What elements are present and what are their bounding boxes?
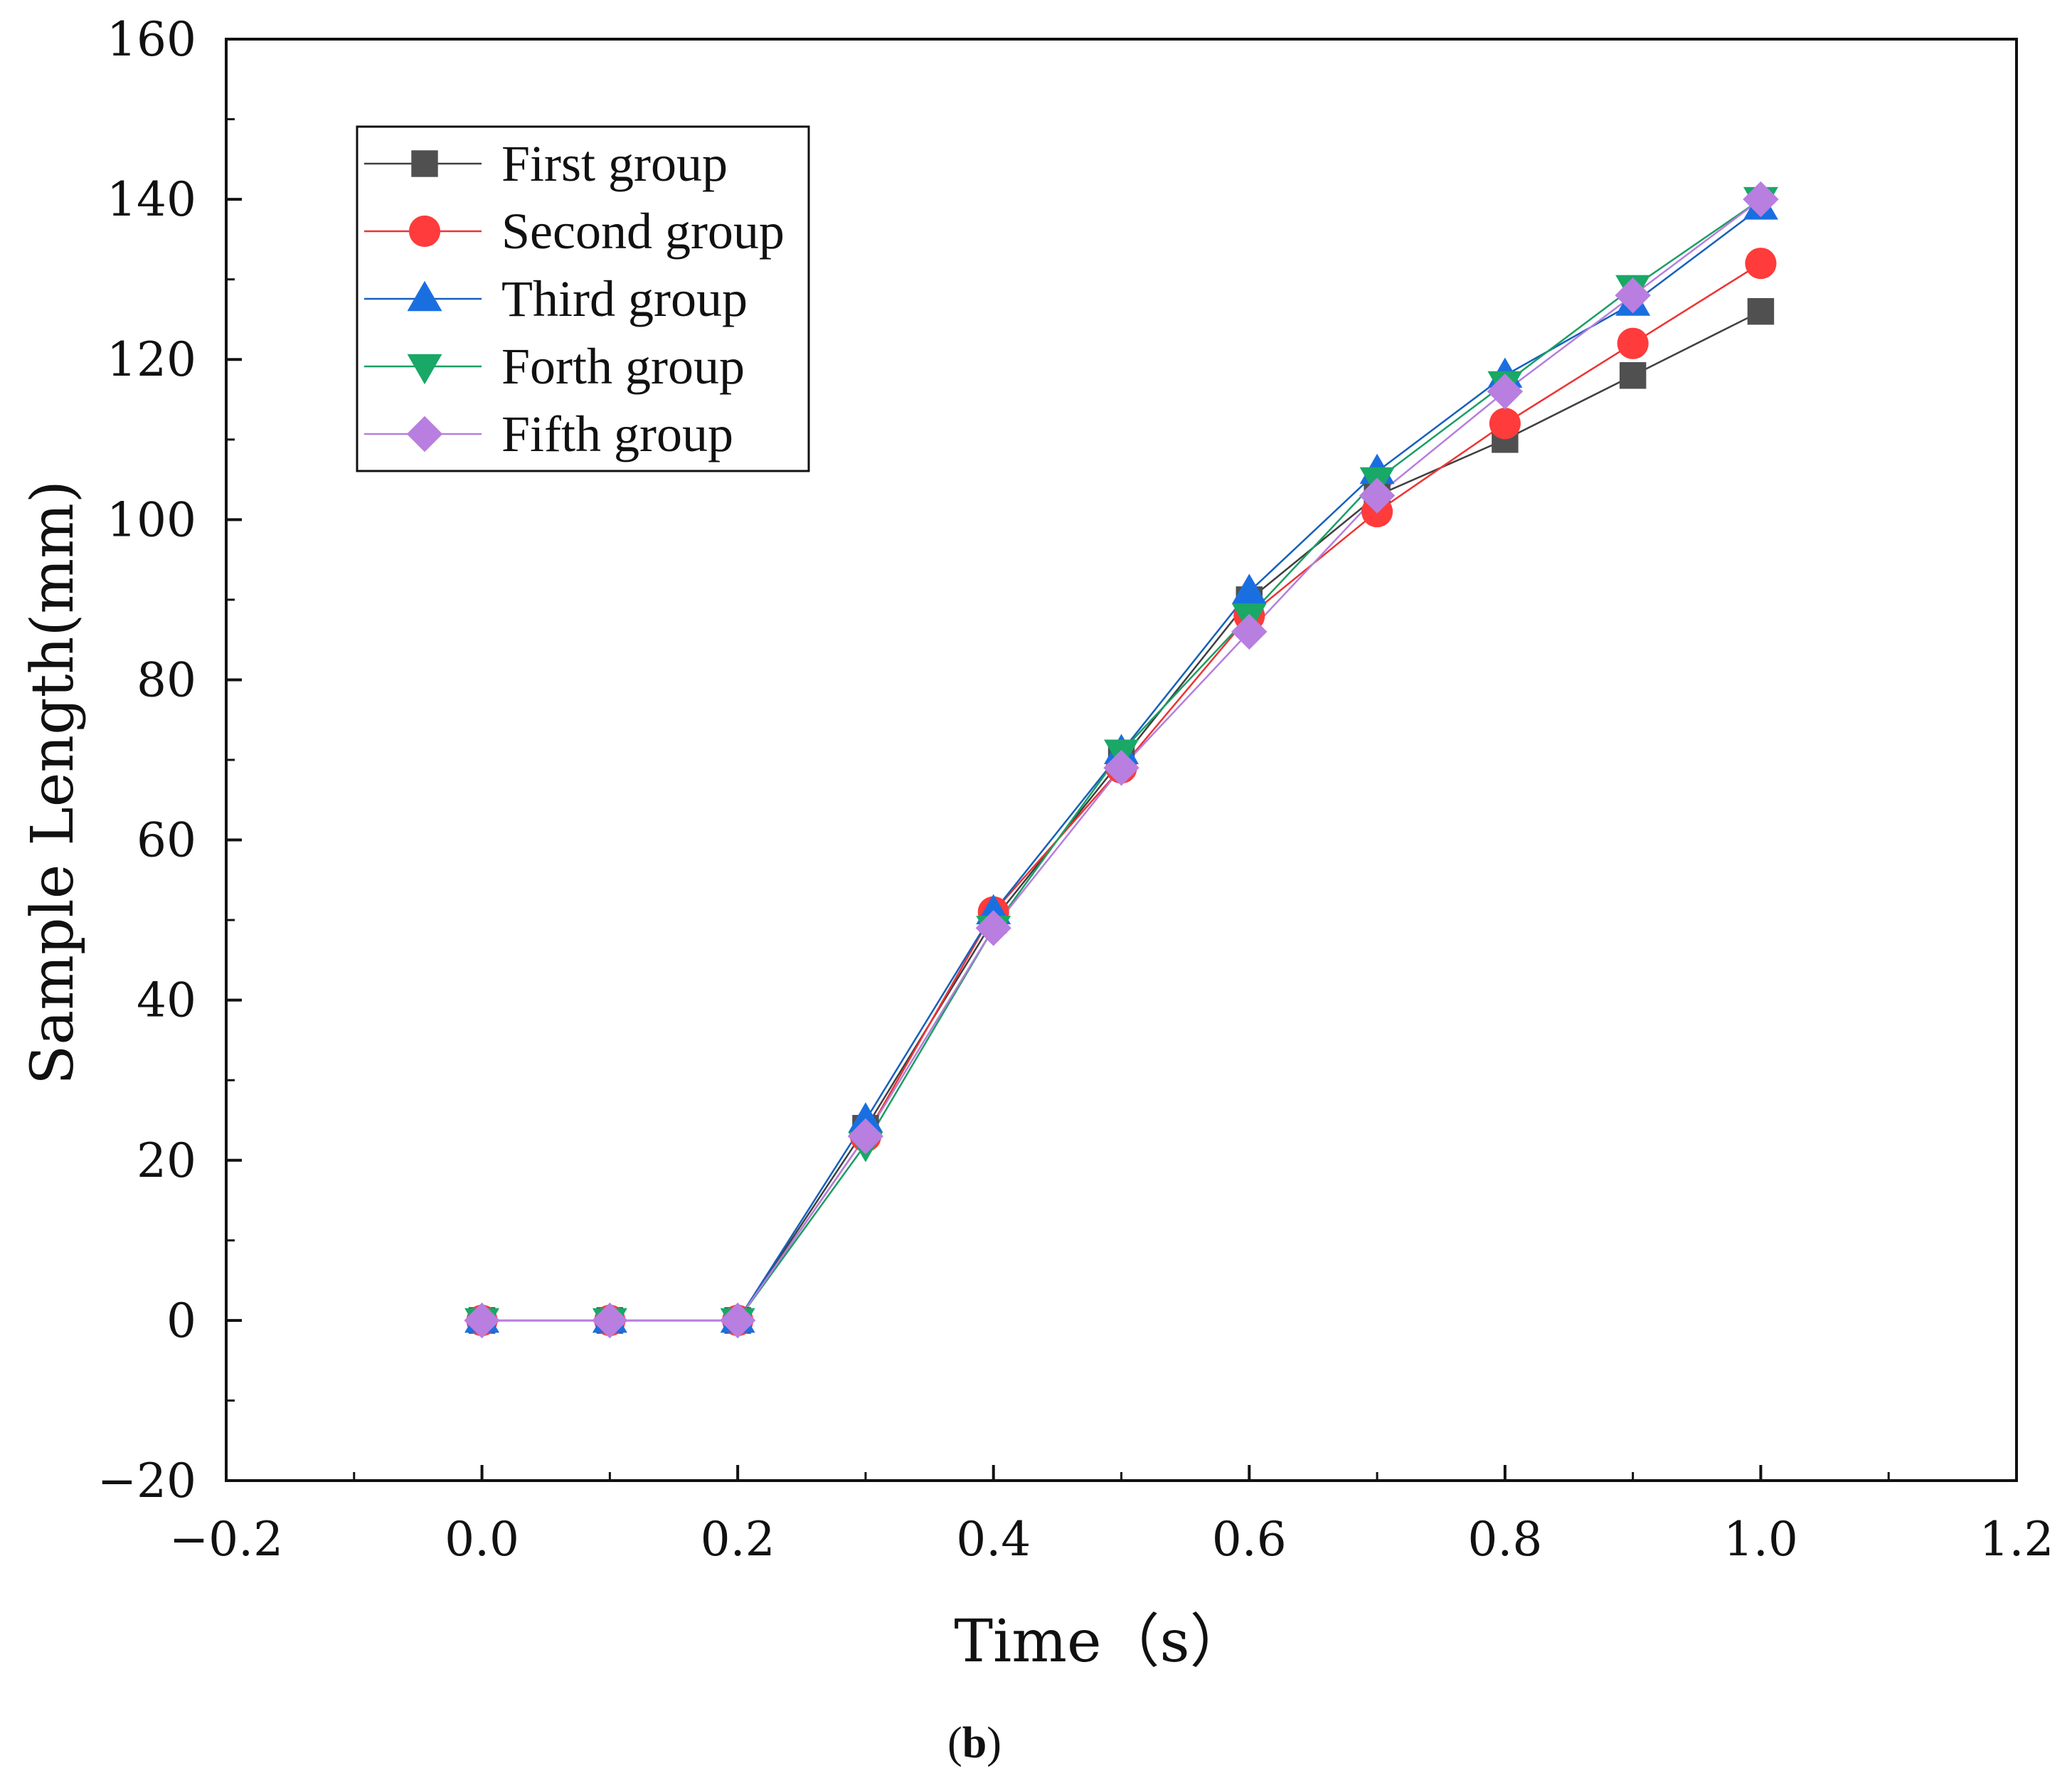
data-point-first-group xyxy=(1619,362,1647,389)
legend-marker-third-group xyxy=(407,280,442,312)
data-point-fifth-group xyxy=(1231,613,1268,650)
data-point-fifth-group xyxy=(464,1302,500,1339)
data-point-third-group xyxy=(848,1102,883,1133)
x-tick-label: 0.6 xyxy=(1212,1512,1287,1567)
data-point-fifth-group xyxy=(1359,477,1396,514)
x-tick-label: 0.4 xyxy=(956,1512,1031,1567)
y-tick-label: 160 xyxy=(107,12,196,67)
data-point-fifth-group xyxy=(847,1118,884,1155)
caption-open-paren: ( xyxy=(947,1719,962,1767)
axis-tick-labels: −0.2 0.0 0.2 0.4 0.6 0.8 1.0 1.2 −20 0 20 40 60 80 100… xyxy=(97,12,2054,1567)
x-tick-label: 1.0 xyxy=(1723,1512,1798,1567)
data-point-fifth-group xyxy=(592,1302,628,1339)
y-tick-label: 100 xyxy=(107,492,196,547)
x-axis-title: Time（s） xyxy=(954,1608,1248,1676)
legend-marker-forth-group xyxy=(407,354,442,385)
legend-label-fifth-group: Fifth group xyxy=(501,406,733,462)
data-point-fifth-group xyxy=(1615,277,1651,314)
y-tick-label: 140 xyxy=(107,172,196,227)
y-tick-label: 40 xyxy=(137,973,196,1028)
data-point-fifth-group xyxy=(975,910,1011,946)
y-tick-label: 80 xyxy=(137,652,196,707)
data-point-fifth-group xyxy=(1487,374,1524,410)
plot-frame xyxy=(225,38,2018,1482)
legend-label-second-group: Second group xyxy=(501,203,785,260)
data-point-first-group xyxy=(1747,297,1775,325)
data-point-second-group xyxy=(1489,408,1521,440)
legend-label-first-group: First group xyxy=(501,135,728,192)
x-tick-label: 0.2 xyxy=(701,1512,775,1567)
x-tick-label: 0.0 xyxy=(445,1512,519,1567)
y-axis-title: Sample Length(mm) xyxy=(19,480,87,1085)
y-tick-label: 20 xyxy=(137,1133,196,1188)
y-tick-label: 60 xyxy=(137,813,196,868)
legend-marker-fifth-group xyxy=(406,416,443,453)
figure-caption: (b) xyxy=(947,1719,1002,1767)
legend-marker-first-group xyxy=(411,150,438,177)
x-tick-label: 0.8 xyxy=(1467,1512,1542,1567)
data-point-second-group xyxy=(1617,327,1649,359)
legend-marker-second-group xyxy=(408,215,441,248)
x-tick-label: −0.2 xyxy=(169,1512,283,1567)
legend-label-forth-group: Forth group xyxy=(501,338,745,395)
y-tick-label: −20 xyxy=(97,1454,196,1508)
legend-label-third-group: Third group xyxy=(501,270,748,327)
y-tick-label: 0 xyxy=(166,1293,196,1348)
data-point-fifth-group xyxy=(719,1302,756,1339)
data-point-third-group xyxy=(1231,573,1267,604)
data-point-fifth-group xyxy=(1103,750,1139,786)
data-point-second-group xyxy=(1745,248,1777,280)
x-tick-label: 1.2 xyxy=(1980,1512,2054,1567)
legend: First group Second group Third group Forth … xyxy=(356,125,810,472)
caption-close-paren: ) xyxy=(987,1719,1002,1767)
y-tick-label: 120 xyxy=(107,332,196,387)
series-markers xyxy=(464,181,1779,1339)
caption-label: b xyxy=(962,1719,987,1767)
data-point-fifth-group xyxy=(1743,181,1779,218)
